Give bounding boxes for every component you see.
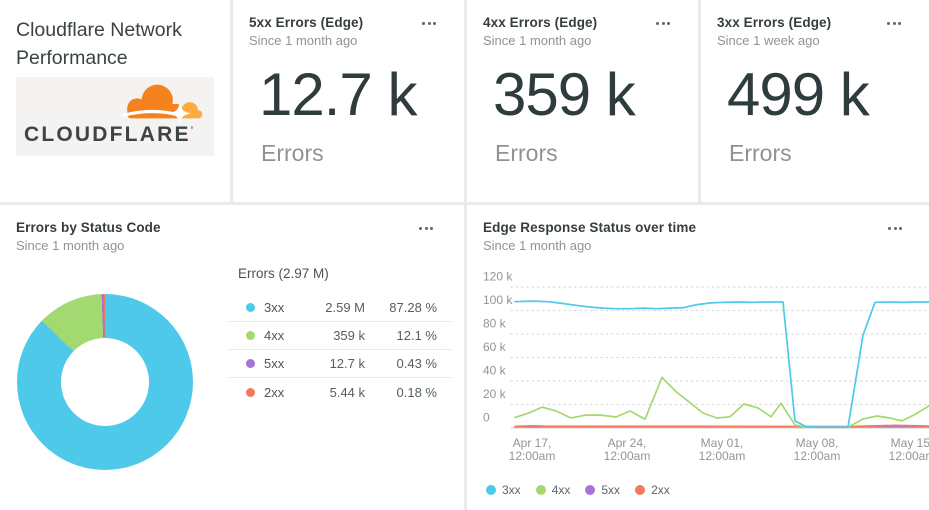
cloudflare-cloud-icon <box>121 84 203 125</box>
series-percent: 12.1 % <box>396 328 437 343</box>
series-dot-3xx <box>486 485 496 495</box>
svg-text:12:00am: 12:00am <box>794 449 841 463</box>
series-value: 5.44 k <box>329 384 365 400</box>
card-title: 4xx Errors (Edge) <box>483 15 598 30</box>
legend-item-3xx[interactable]: 3xx <box>486 483 521 497</box>
pie-legend-header: Errors (2.97 M) <box>238 266 329 281</box>
stat-value: 499 k <box>727 61 870 128</box>
stat-card-5xx: 5xx Errors (Edge) Since 1 month ago 12.7… <box>233 0 464 202</box>
svg-text:May 08,: May 08, <box>796 436 839 450</box>
stat-card-3xx: 3xx Errors (Edge) Since 1 week ago 499 k… <box>701 0 929 202</box>
card-title: 5xx Errors (Edge) <box>249 15 364 30</box>
donut-chart[interactable] <box>17 294 193 470</box>
series-percent: 87.28 % <box>389 300 437 315</box>
cloudflare-wordmark: CLOUDFLARE’ <box>24 123 196 146</box>
series-dot-5xx <box>585 485 596 495</box>
pie-legend-row[interactable]: 4xx 359 k 12.1 % <box>228 322 452 350</box>
svg-text:May 15,: May 15, <box>891 436 929 450</box>
series-dot-4xx <box>246 331 255 340</box>
card-subtitle: Since 1 month ago <box>249 33 358 48</box>
svg-text:40 k: 40 k <box>483 364 507 378</box>
cloudflare-logo: CLOUDFLARE’ <box>16 77 214 156</box>
stat-value: 12.7 k <box>259 61 417 128</box>
pie-legend-row[interactable]: 3xx 2.59 M 87.28 % <box>228 294 452 322</box>
errors-by-status-code-card: Errors by Status Code Since 1 month ago … <box>0 205 464 510</box>
svg-text:60 k: 60 k <box>483 340 507 354</box>
svg-text:12:00am: 12:00am <box>889 449 929 463</box>
card-title: 3xx Errors (Edge) <box>717 15 832 30</box>
stat-card-4xx: 4xx Errors (Edge) Since 1 month ago 359 … <box>467 0 698 202</box>
pie-legend-row[interactable]: 5xx 12.7 k 0.43 % <box>228 350 452 378</box>
card-subtitle: Since 1 month ago <box>16 238 125 253</box>
series-percent: 0.43 % <box>396 356 437 371</box>
svg-text:12:00am: 12:00am <box>509 449 556 463</box>
legend-label: 2xx <box>651 483 670 497</box>
legend-label: 3xx <box>502 483 521 497</box>
svg-text:20 k: 20 k <box>483 387 507 401</box>
series-label: 2xx <box>264 384 285 400</box>
card-options-menu[interactable] <box>419 227 433 230</box>
legend-label: 4xx <box>551 483 571 497</box>
pie-legend-row[interactable]: 2xx 5.44 k 0.18 % <box>228 378 452 406</box>
dashboard-title-card: Cloudflare Network Performance CLOUDFLAR… <box>0 0 230 202</box>
svg-text:100 k: 100 k <box>483 293 513 307</box>
svg-text:0: 0 <box>483 411 490 425</box>
series-dot-5xx <box>246 359 255 368</box>
trademark-mark: ’ <box>190 125 196 135</box>
legend-item-2xx[interactable]: 2xx <box>635 483 670 497</box>
card-options-menu[interactable] <box>656 22 670 25</box>
card-title: Errors by Status Code <box>16 220 161 235</box>
svg-text:May 01,: May 01, <box>701 436 744 450</box>
edge-response-status-card: Edge Response Status over time Since 1 m… <box>467 205 929 510</box>
card-options-menu[interactable] <box>887 22 901 25</box>
card-options-menu[interactable] <box>422 22 436 25</box>
stat-unit: Errors <box>261 140 324 166</box>
series-dot-2xx <box>635 485 646 495</box>
stat-unit: Errors <box>495 140 558 166</box>
legend-item-4xx[interactable]: 4xx <box>535 483 571 497</box>
card-subtitle: Since 1 month ago <box>483 238 592 253</box>
series-label: 3xx <box>264 300 285 315</box>
svg-text:120 k: 120 k <box>483 270 513 284</box>
donut-hole <box>61 338 149 426</box>
svg-text:12:00am: 12:00am <box>604 449 651 463</box>
line-chart-legend: 3xx 4xx 5xx 2xx <box>486 483 670 497</box>
legend-label: 5xx <box>601 483 621 497</box>
svg-text:Apr 24,: Apr 24, <box>608 436 647 450</box>
stat-unit: Errors <box>729 140 792 166</box>
card-subtitle: Since 1 month ago <box>483 33 592 48</box>
series-value: 12.7 k <box>329 356 365 371</box>
series-dot-4xx <box>535 485 546 495</box>
series-dot-3xx <box>246 303 255 312</box>
card-options-menu[interactable] <box>888 227 902 230</box>
series-value: 359 k <box>333 328 365 343</box>
series-label: 4xx <box>264 328 285 343</box>
card-subtitle: Since 1 week ago <box>717 33 820 48</box>
series-percent: 0.18 % <box>396 384 437 400</box>
dashboard-title: Cloudflare Network Performance <box>16 19 182 69</box>
series-dot-2xx <box>246 387 255 397</box>
series-value: 2.59 M <box>325 300 365 315</box>
series-label: 5xx <box>264 356 285 371</box>
svg-text:12:00am: 12:00am <box>699 449 746 463</box>
svg-text:Apr 17,: Apr 17, <box>513 436 552 450</box>
svg-text:80 k: 80 k <box>483 317 507 331</box>
card-title: Edge Response Status over time <box>483 220 697 235</box>
legend-item-5xx[interactable]: 5xx <box>585 483 620 497</box>
stat-value: 359 k <box>493 61 636 128</box>
pie-legend-table: Errors (2.97 M) 3xx 2.59 M 87.28 % 4xx 3… <box>228 266 452 406</box>
